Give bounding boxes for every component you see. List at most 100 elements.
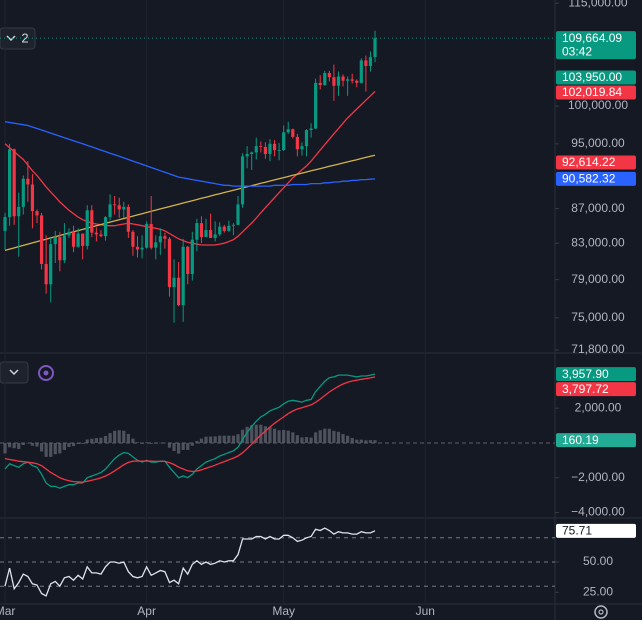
y-tick-label: −2,000.00 — [571, 470, 625, 484]
histogram-bar — [181, 442, 185, 450]
candle-body — [300, 146, 304, 150]
settings-gear[interactable] — [594, 605, 608, 619]
candle-body — [364, 60, 368, 66]
x-tick-label: Jun — [416, 604, 435, 618]
histogram-bar — [186, 442, 190, 450]
price-tag — [556, 155, 636, 170]
x-tick-label: Mar — [0, 604, 15, 618]
line — [4, 154, 376, 252]
histogram-bar — [76, 442, 80, 444]
histogram-bar — [236, 434, 240, 443]
histogram-bar — [268, 426, 272, 443]
histogram-bar — [332, 430, 336, 443]
histogram-bar — [350, 437, 354, 443]
candle-body — [67, 231, 71, 236]
histogram-bar — [122, 430, 126, 443]
candle-body — [341, 76, 345, 81]
candle-body — [291, 129, 295, 137]
candle-body — [140, 247, 144, 250]
histogram-bar — [49, 442, 53, 457]
histogram-bar — [240, 429, 245, 443]
x-tick-label: May — [272, 604, 295, 618]
candle-body — [58, 237, 62, 261]
histogram-bar — [177, 442, 181, 454]
candle-body — [213, 234, 217, 238]
candle-body — [268, 143, 272, 154]
price-tag-label: 3,797.72 — [562, 382, 609, 396]
histogram-bar — [85, 439, 89, 443]
candle-body — [245, 153, 249, 157]
candle-body — [373, 38, 377, 58]
y-tick-label: 100,000.00 — [568, 98, 628, 112]
histogram-bar — [103, 436, 108, 443]
candle-body — [17, 206, 21, 217]
collapse-button[interactable] — [0, 361, 29, 384]
candle-body — [282, 132, 286, 151]
histogram-bar — [53, 442, 57, 455]
histogram-bar — [145, 442, 149, 443]
countdown-label: 03:42 — [562, 44, 592, 58]
candle-body — [85, 210, 89, 246]
candle-body — [94, 232, 98, 235]
histogram-bar — [282, 429, 286, 443]
histogram-bar — [291, 432, 295, 443]
histogram-bar — [44, 442, 48, 457]
line — [4, 121, 376, 187]
candle-body — [186, 246, 190, 275]
candle-body — [263, 146, 267, 154]
candle-body — [154, 242, 158, 248]
histogram-bar — [263, 426, 267, 443]
histogram-bar — [300, 437, 304, 443]
price-tag — [556, 70, 636, 85]
price-tag — [556, 85, 636, 100]
price-tag — [556, 382, 636, 397]
candle-body — [117, 205, 121, 210]
histogram-bar — [373, 440, 377, 443]
candle-body — [240, 156, 245, 205]
price-tag-label: 90,582.32 — [562, 172, 616, 186]
histogram-bar — [163, 442, 167, 444]
candle-body — [21, 178, 25, 207]
candle-body — [332, 77, 336, 86]
candle-body — [286, 129, 290, 133]
y-tick-label: 75,000.00 — [571, 310, 625, 324]
y-tick-label: 115,000.00 — [568, 0, 627, 9]
candle-body — [177, 277, 181, 306]
sync-icon[interactable] — [38, 365, 54, 381]
histogram-bar — [227, 435, 231, 443]
candle-body — [218, 226, 222, 235]
y-tick-label: −4,000.00 — [571, 505, 625, 519]
candle-body — [208, 230, 213, 238]
candle-body — [135, 246, 140, 250]
histogram-bar — [167, 442, 172, 448]
histogram-bar — [336, 431, 341, 443]
histogram-bar — [195, 441, 199, 443]
histogram-bar — [231, 435, 236, 443]
candle-body — [131, 231, 135, 247]
histogram-bar — [67, 442, 71, 447]
price-tag — [556, 31, 636, 60]
candle-body — [39, 215, 44, 264]
y-tick-label: 83,000.00 — [571, 235, 625, 249]
histogram-bar — [250, 425, 254, 443]
candle-body — [12, 149, 16, 217]
candle-body — [30, 184, 35, 212]
histogram-bar — [90, 438, 94, 443]
histogram-bar — [172, 442, 176, 451]
histogram-bar — [12, 442, 16, 449]
line — [4, 90, 376, 246]
candle-body — [272, 143, 277, 151]
candle-body — [108, 204, 112, 218]
histogram-bar — [3, 442, 7, 454]
histogram-bar — [117, 430, 121, 443]
candle-body — [71, 231, 76, 247]
candle-body — [113, 204, 117, 206]
histogram-bar — [254, 424, 258, 443]
histogram-bar — [30, 442, 35, 446]
price-tag — [556, 367, 636, 382]
candle-body — [295, 136, 299, 150]
candle-body — [199, 223, 204, 238]
histogram-bar — [368, 440, 373, 443]
price-tag-label: 3,957.90 — [562, 367, 609, 381]
